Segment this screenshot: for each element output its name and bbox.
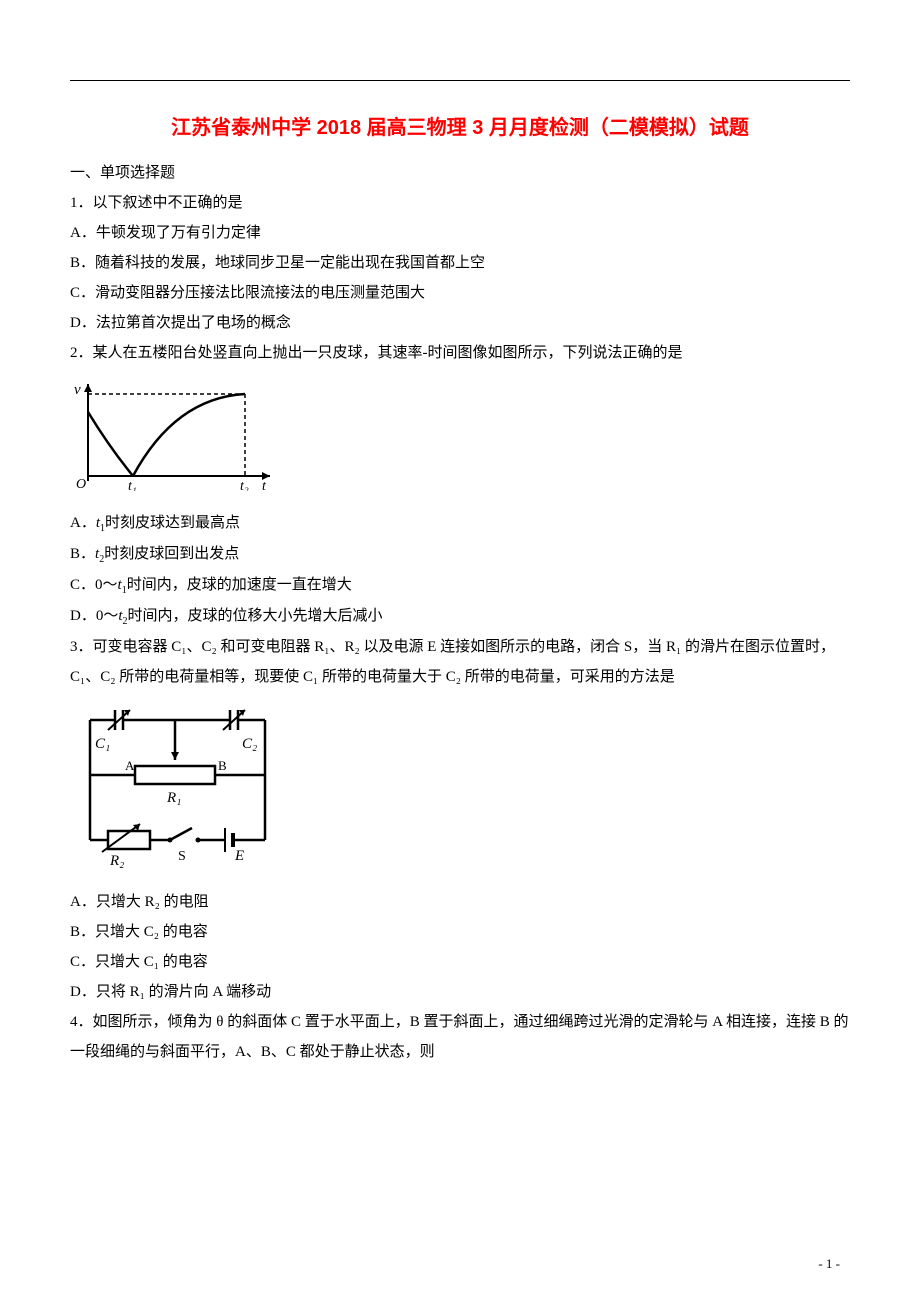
q3-option-d: D．只将 R₁ 的滑片向 A 端移动 [70, 977, 850, 1007]
q2b-prefix: B． [70, 546, 95, 562]
svg-text:v: v [74, 382, 81, 398]
page-number: - 1 - [818, 1256, 840, 1272]
q2d-prefix: D． [70, 608, 96, 624]
svg-text:S: S [178, 849, 186, 864]
svg-text:t₁: t₁ [128, 479, 137, 491]
q2d-range: 0～ [96, 608, 119, 624]
body-content: 一、单项选择题 1．以下叙述中不正确的是 A．牛顿发现了万有引力定律 B．随着科… [70, 158, 850, 1067]
q1-stem-text: 以下叙述中不正确的是 [93, 195, 243, 211]
svg-text:C₁: C₁ [95, 736, 110, 752]
q3-figure-circuit: C₁ C₂ A B R₁ R₂ S E [70, 700, 850, 881]
q1-option-a: A．牛顿发现了万有引力定律 [70, 218, 850, 248]
q2-option-d: D．0～t2时间内，皮球的位移大小先增大后减小 [70, 601, 850, 632]
question-2-stem: 2．某人在五楼阳台处竖直向上抛出一只皮球，其速率-时间图像如图所示，下列说法正确… [70, 338, 850, 368]
q2c-prefix: C． [70, 577, 95, 593]
q2d-tail: 时间内，皮球的位移大小先增大后减小 [128, 608, 383, 624]
svg-text:B: B [218, 758, 227, 773]
q3-stem-text: 可变电容器 C₁、C₂ 和可变电阻器 R₁、R₂ 以及电源 E 连接如图所示的电… [70, 639, 835, 685]
q2-option-b: B．t2时刻皮球回到出发点 [70, 539, 850, 570]
q2-stem-text: 某人在五楼阳台处竖直向上抛出一只皮球，其速率-时间图像如图所示，下列说法正确的是 [93, 345, 683, 361]
q3-number: 3． [70, 639, 93, 655]
exam-page: 江苏省泰州中学 2018 届高三物理 3 月月度检测（二模模拟）试题 一、单项选… [0, 0, 920, 1302]
question-4-stem: 4．如图所示，倾角为 θ 的斜面体 C 置于水平面上，B 置于斜面上，通过细绳跨… [70, 1007, 850, 1067]
q4-stem-text: 如图所示，倾角为 θ 的斜面体 C 置于水平面上，B 置于斜面上，通过细绳跨过光… [70, 1014, 848, 1060]
svg-text:O: O [76, 477, 86, 491]
q1-number: 1． [70, 195, 93, 211]
q3-option-c: C．只增大 C₁ 的电容 [70, 947, 850, 977]
q1-option-d: D．法拉第首次提出了电场的概念 [70, 308, 850, 338]
header-rule [70, 80, 850, 81]
svg-text:E: E [234, 848, 244, 864]
question-3-stem: 3．可变电容器 C₁、C₂ 和可变电阻器 R₁、R₂ 以及电源 E 连接如图所示… [70, 632, 850, 692]
q2b-tail: 时刻皮球回到出发点 [104, 546, 239, 562]
q3-option-a: A．只增大 R₂ 的电阻 [70, 887, 850, 917]
svg-text:A: A [125, 758, 135, 773]
section-heading: 一、单项选择题 [70, 158, 850, 188]
vt-graph-svg: v O t₁ t₂ t [70, 376, 280, 491]
q2-option-a: A．t1时刻皮球达到最高点 [70, 508, 850, 539]
svg-text:R₁: R₁ [166, 790, 181, 806]
svg-text:t: t [262, 479, 267, 491]
q2c-range: 0～ [95, 577, 118, 593]
q2a-tail: 时刻皮球达到最高点 [105, 515, 240, 531]
q2-option-c: C．0～t1时间内，皮球的加速度一直在增大 [70, 570, 850, 601]
q4-number: 4． [70, 1014, 93, 1030]
document-title: 江苏省泰州中学 2018 届高三物理 3 月月度检测（二模模拟）试题 [70, 111, 850, 140]
circuit-svg: C₁ C₂ A B R₁ R₂ S E [70, 700, 290, 870]
q2-number: 2． [70, 345, 93, 361]
q2a-prefix: A． [70, 515, 96, 531]
q3-option-b: B．只增大 C₂ 的电容 [70, 917, 850, 947]
q2-figure-vt-graph: v O t₁ t₂ t [70, 376, 850, 502]
q2c-tail: 时间内，皮球的加速度一直在增大 [127, 577, 352, 593]
q1-option-b: B．随着科技的发展，地球同步卫星一定能出现在我国首都上空 [70, 248, 850, 278]
question-1-stem: 1．以下叙述中不正确的是 [70, 188, 850, 218]
svg-text:t₂: t₂ [240, 479, 249, 491]
svg-text:C₂: C₂ [242, 736, 257, 752]
q1-option-c: C．滑动变阻器分压接法比限流接法的电压测量范围大 [70, 278, 850, 308]
svg-text:R₂: R₂ [109, 853, 124, 869]
